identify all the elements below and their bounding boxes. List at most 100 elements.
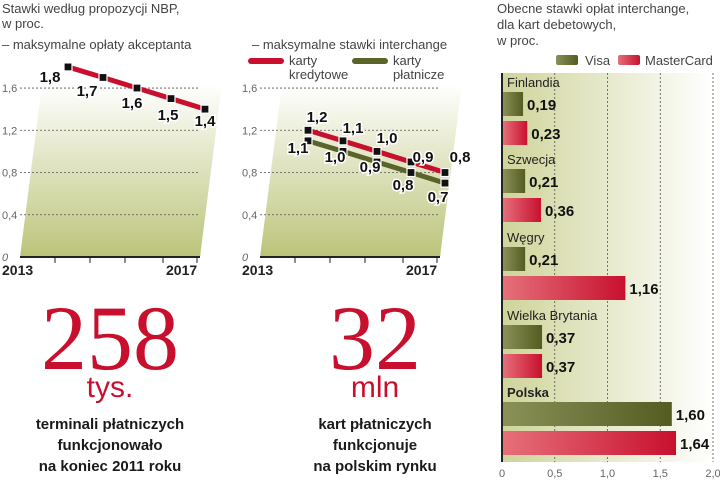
x-tick-label: 1,0 [600, 468, 615, 480]
data-point [303, 136, 313, 146]
data-label: 1,5 [158, 107, 179, 124]
category-label: Polska [507, 385, 550, 400]
middle-subtitle: – maksymalne stawki interchange [252, 37, 448, 52]
right-title: Obecne stawki opłat interchange, [497, 1, 690, 16]
x-tick-label: 2,0 [705, 468, 720, 480]
bar-value-label: 0,19 [527, 97, 556, 114]
cards-description: kart płatniczych funkcjonuje na polskim … [265, 414, 485, 477]
category-label: Szwecja [507, 152, 556, 167]
terminals-description: terminali płatniczych funkcjonowało na k… [0, 414, 220, 477]
data-label: 0,8 [393, 177, 414, 194]
x-tick-label: 2017 [166, 262, 197, 278]
data-label: 0,9 [413, 149, 434, 166]
bar-mastercard [503, 121, 528, 145]
data-point [372, 157, 382, 167]
bar-visa [503, 92, 524, 116]
data-point [63, 62, 73, 72]
bar-visa [503, 247, 526, 271]
data-label: 1,8 [40, 69, 61, 86]
bar-value-label: 0,21 [529, 252, 558, 269]
data-label: 1,6 [122, 95, 143, 112]
y-tick-label: 1,2 [242, 125, 257, 137]
category-label: Wielka Brytania [507, 308, 598, 323]
data-point [303, 125, 313, 135]
chart-background [20, 84, 222, 257]
y-tick-label: 0,4 [242, 210, 257, 222]
bar-mastercard [503, 198, 541, 222]
data-label: 1,2 [307, 109, 328, 126]
bar-chart-background [502, 73, 714, 462]
data-label: 1,0 [325, 149, 346, 166]
left-title-unit: w proc. [2, 16, 44, 31]
desc-line: funkcjonuje [332, 437, 418, 454]
bar-value-label: 0,23 [531, 126, 560, 143]
y-tick-label: 0,8 [242, 168, 257, 180]
bar-mastercard [503, 431, 677, 455]
legend-mastercard-swatch [618, 55, 640, 65]
data-point [200, 104, 210, 114]
terminals-unit: tys. [86, 371, 134, 404]
y-tick-label: 0,4 [2, 210, 17, 222]
x-tick-label: 2013 [242, 262, 273, 278]
left-subtitle: – maksymalne opłaty akceptanta [2, 37, 192, 52]
desc-line: terminali płatniczych [35, 416, 185, 433]
right-title-2: dla kart debetowych, [497, 17, 617, 32]
data-point [440, 167, 450, 178]
x-tick-label: 2017 [406, 262, 437, 278]
terminals-count: 258 [41, 287, 179, 389]
legend-debit-label-2: płatnicze [393, 67, 445, 82]
data-point [132, 83, 142, 93]
data-label: 1,1 [288, 140, 309, 157]
legend-credit-label-1: karty [289, 53, 318, 68]
data-point [166, 93, 176, 104]
category-label: Węgry [507, 230, 545, 245]
bar-mastercard [503, 276, 626, 300]
right-title-3: w proc. [497, 33, 539, 48]
data-label: 1,7 [77, 83, 98, 100]
data-point [406, 157, 416, 167]
legend-visa-label: Visa [585, 53, 611, 68]
category-label: Finlandia [507, 75, 561, 90]
x-tick-label: 2013 [2, 262, 33, 278]
bar-value-label: 1,16 [629, 281, 658, 298]
x-tick-label: 1,5 [653, 468, 668, 480]
data-label: 0,8 [450, 149, 471, 166]
data-point [338, 146, 348, 156]
bar-value-label: 0,37 [546, 359, 575, 376]
data-label: 1,4 [195, 113, 217, 130]
data-point [98, 72, 108, 83]
data-label: 0,9 [360, 159, 381, 176]
desc-line: na koniec 2011 roku [38, 458, 182, 475]
data-point [440, 178, 450, 188]
legend-mastercard-label: MasterCard [645, 53, 713, 68]
x-tick-label: 0 [499, 468, 505, 480]
data-label: 1,1 [343, 120, 364, 137]
y-tick-label: 1,2 [2, 125, 17, 137]
desc-line: kart płatniczych [318, 416, 432, 433]
bar-visa [503, 169, 526, 193]
bar-visa [503, 325, 543, 349]
bar-value-label: 0,36 [545, 203, 574, 220]
data-point [338, 136, 348, 146]
data-point [406, 167, 416, 178]
y-tick-label: 0,8 [2, 168, 17, 180]
desc-line: na polskim rynku [313, 458, 437, 475]
data-label: 1,0 [377, 130, 398, 147]
data-point [372, 146, 382, 156]
x-tick-label: 0,5 [547, 468, 562, 480]
bar-mastercard [503, 354, 543, 378]
bar-value-label: 0,21 [529, 174, 558, 191]
left-title: Stawki według propozycji NBP, [2, 1, 180, 16]
data-label: 0,7 [428, 189, 449, 206]
cards-unit: mln [350, 371, 400, 404]
desc-line: funkcjonowało [57, 437, 163, 454]
y-tick-label: 0 [2, 252, 9, 264]
legend-debit-label-1: karty [393, 53, 422, 68]
y-tick-label: 1,6 [2, 83, 17, 95]
y-tick-label: 0 [242, 252, 249, 264]
legend-visa-swatch [556, 55, 578, 65]
legend-credit-label-2: kredytowe [289, 67, 349, 82]
cards-count: 32 [329, 287, 421, 389]
bar-value-label: 1,60 [676, 407, 705, 424]
